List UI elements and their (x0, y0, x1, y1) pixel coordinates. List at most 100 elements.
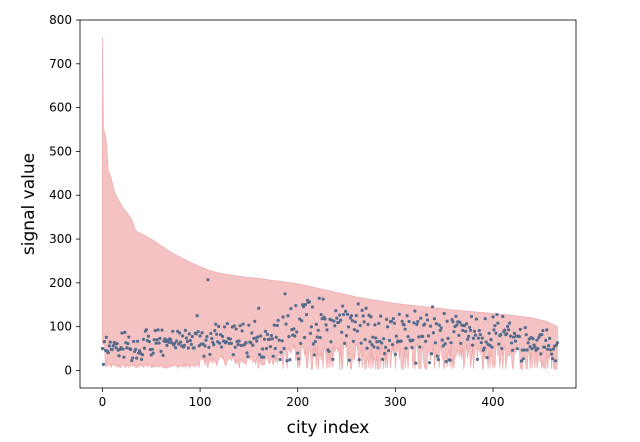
data-point (110, 347, 114, 352)
data-point (467, 334, 471, 338)
data-point (412, 321, 416, 325)
data-point (464, 329, 468, 333)
data-point (343, 341, 347, 345)
data-point (319, 312, 323, 317)
data-point (296, 351, 300, 355)
data-point (393, 352, 397, 357)
data-point (419, 316, 423, 320)
y-tick-label: 100 (49, 320, 72, 334)
data-point (272, 323, 276, 327)
data-point (459, 341, 463, 345)
data-point (413, 309, 417, 313)
data-point (372, 345, 376, 349)
data-point (204, 338, 208, 342)
data-point (212, 343, 216, 347)
data-point (473, 333, 478, 337)
data-point (100, 346, 105, 351)
data-point (160, 328, 164, 332)
data-point (400, 319, 404, 324)
data-point (196, 330, 200, 334)
data-point (274, 335, 278, 339)
data-point (286, 314, 290, 318)
data-point (264, 346, 269, 351)
data-point (123, 330, 127, 334)
data-point (233, 345, 237, 349)
data-point (335, 316, 339, 320)
data-point (158, 336, 162, 340)
data-point (357, 358, 361, 362)
data-point (381, 357, 385, 361)
data-point (293, 334, 297, 338)
data-point (524, 333, 528, 337)
data-point (163, 337, 167, 341)
data-point (499, 333, 503, 337)
data-point (311, 342, 315, 346)
data-point (375, 340, 379, 344)
data-point (441, 344, 445, 348)
data-point (411, 338, 415, 342)
data-point (406, 335, 410, 339)
data-point (508, 321, 512, 325)
data-point (525, 348, 529, 352)
data-point (442, 311, 446, 316)
data-point (240, 329, 244, 333)
data-point (225, 322, 230, 326)
data-point (482, 346, 486, 350)
data-point (200, 331, 204, 335)
data-point (261, 355, 266, 359)
data-point (129, 347, 133, 352)
data-point (183, 328, 188, 333)
data-point (340, 330, 344, 334)
data-point (125, 346, 129, 350)
data-point (122, 355, 126, 359)
data-point (480, 336, 484, 340)
data-point (231, 353, 235, 357)
data-point (126, 341, 130, 346)
data-point (292, 327, 296, 331)
data-point (236, 343, 240, 347)
data-point (371, 335, 375, 339)
data-point (433, 341, 437, 345)
data-point (198, 334, 202, 338)
data-point (147, 340, 151, 344)
data-point (260, 347, 265, 351)
data-point (337, 320, 341, 325)
data-point (484, 340, 488, 344)
data-point (244, 340, 248, 345)
y-tick-label: 300 (49, 232, 72, 246)
data-point (308, 331, 313, 335)
data-point (549, 348, 553, 352)
data-point (269, 333, 273, 338)
data-point (369, 315, 373, 319)
data-point (530, 346, 534, 351)
data-point (207, 345, 211, 349)
data-point (186, 346, 190, 350)
data-point (550, 357, 555, 361)
data-point (384, 345, 388, 350)
data-point (494, 331, 498, 335)
data-point (287, 335, 291, 339)
data-point (415, 322, 419, 326)
data-point (374, 336, 378, 340)
data-point (101, 362, 106, 366)
data-point (500, 346, 504, 350)
data-point (114, 346, 118, 350)
data-point (437, 323, 441, 327)
data-point (483, 317, 487, 321)
data-point (467, 325, 472, 330)
data-point (547, 344, 551, 348)
data-point (404, 346, 408, 350)
data-point (106, 350, 110, 355)
data-point (262, 337, 267, 341)
data-point (445, 319, 449, 323)
data-point (540, 333, 544, 337)
data-point (324, 323, 328, 327)
data-point (535, 338, 539, 342)
data-point (127, 335, 131, 339)
data-point (136, 339, 140, 343)
data-point (506, 324, 510, 328)
data-point (448, 358, 452, 362)
data-point (359, 341, 363, 345)
data-point (382, 337, 386, 341)
